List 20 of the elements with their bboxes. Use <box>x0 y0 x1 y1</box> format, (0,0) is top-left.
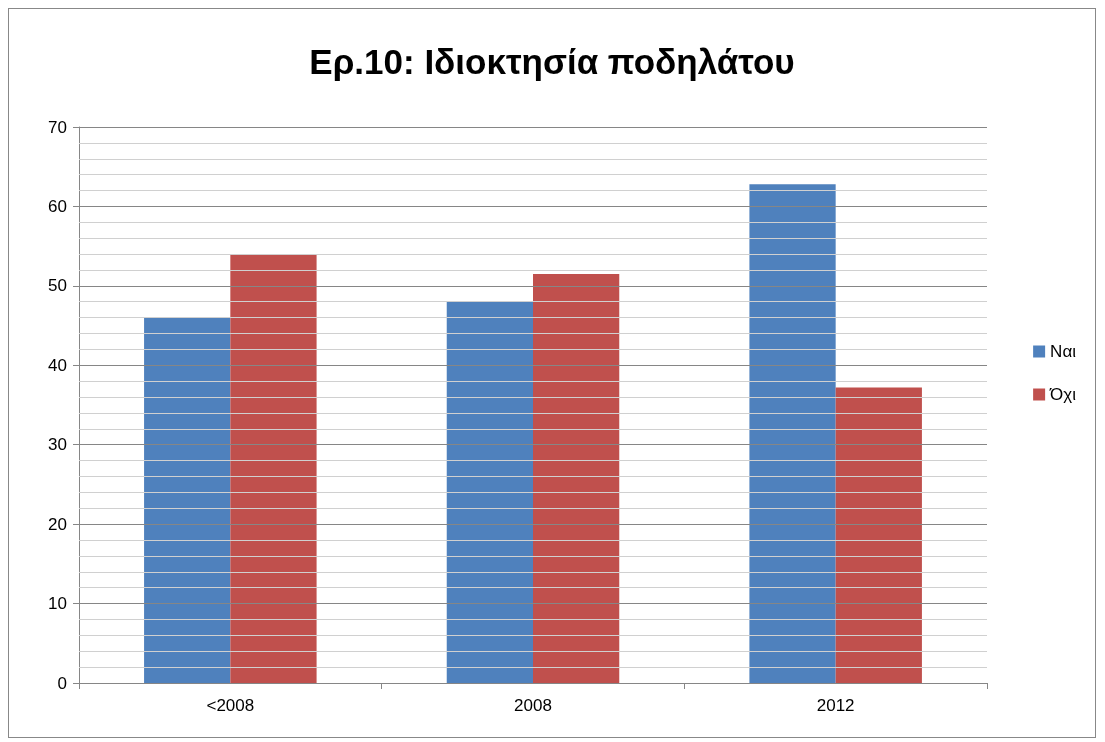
bar <box>446 301 533 683</box>
legend-label: Ναι <box>1050 342 1077 361</box>
x-tick-label: <2008 <box>206 696 255 715</box>
y-tick-label: 50 <box>48 276 67 296</box>
y-tick-label: 10 <box>48 594 67 614</box>
bar <box>533 273 620 683</box>
x-tick-label: 2012 <box>816 696 855 715</box>
legend-label: Όχι <box>1049 385 1077 404</box>
x-tick-label: 2008 <box>514 696 552 715</box>
y-tick-label: 60 <box>48 196 67 216</box>
bar <box>144 317 231 683</box>
y-tick-label: 70 <box>48 117 67 137</box>
chart-title: Ερ.10: Ιδιοκτησία ποδηλάτου <box>309 42 795 81</box>
y-tick-label: 20 <box>48 514 67 534</box>
bar <box>835 387 922 683</box>
bar <box>749 184 836 683</box>
y-tick-label: 40 <box>48 355 67 375</box>
y-tick-label: 0 <box>57 673 67 693</box>
bar <box>230 254 317 683</box>
y-tick-label: 30 <box>48 435 67 455</box>
